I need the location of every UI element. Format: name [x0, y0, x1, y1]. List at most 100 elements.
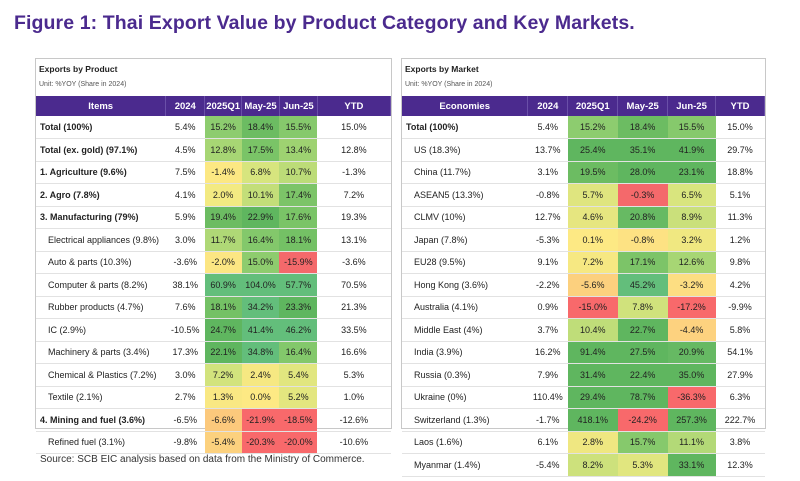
market-row: Japan (7.8%) -5.3% 0.1% -0.8% 3.2% 1.2%: [402, 228, 765, 252]
product-row-label: 1. Agriculture (9.6%): [36, 161, 166, 184]
product-value-may25: 34.8%: [241, 341, 280, 364]
market-value-2024: 3.1%: [527, 161, 568, 184]
market-row-label: Switzerland (1.3%): [402, 408, 528, 432]
figure-title: Figure 1: Thai Export Value by Product C…: [14, 12, 635, 34]
product-row-label: Total (ex. gold) (97.1%): [36, 138, 166, 162]
product-value-2025q1: -2.0%: [204, 251, 242, 274]
product-value-2025q1: 24.7%: [204, 318, 242, 342]
product-row-label: 3. Manufacturing (79%): [36, 206, 166, 229]
market-value-ytd: 5.1%: [715, 183, 765, 207]
product-value-2024: 5.9%: [165, 206, 205, 229]
product-value-ytd: 16.6%: [317, 341, 391, 364]
market-value-ytd: 12.3%: [715, 453, 765, 477]
product-value-2024: 3.0%: [165, 228, 205, 252]
market-row-label: Japan (7.8%): [402, 228, 528, 252]
product-value-2025q1: -1.4%: [204, 161, 242, 184]
product-value-jun25: 5.2%: [279, 386, 318, 409]
market-row-label: India (3.9%): [402, 341, 528, 364]
market-row: EU28 (9.5%) 9.1% 7.2% 17.1% 12.6% 9.8%: [402, 251, 765, 274]
market-value-2024: -5.3%: [527, 228, 568, 252]
header-ytd: YTD: [317, 96, 392, 116]
product-row-label: Rubber products (4.7%): [36, 296, 166, 319]
market-value-may25: 5.3%: [617, 453, 668, 477]
product-value-may25: 34.2%: [241, 296, 280, 319]
product-value-ytd: -3.6%: [317, 251, 391, 274]
product-value-ytd: 33.5%: [317, 318, 391, 342]
market-value-2024: 110.4%: [527, 386, 568, 409]
market-row: China (11.7%) 3.1% 19.5% 28.0% 23.1% 18.8%: [402, 161, 765, 184]
market-value-2025q1: 0.1%: [567, 228, 618, 252]
product-row-label: Computer & parts (8.2%): [36, 273, 166, 297]
product-value-2024: -10.5%: [165, 318, 205, 342]
product-value-ytd: 19.3%: [317, 206, 391, 229]
market-value-2024: 3.7%: [527, 318, 568, 342]
product-value-2025q1: 7.2%: [204, 363, 242, 387]
header-jun25: Jun-25: [667, 96, 717, 116]
product-value-2025q1: 11.7%: [204, 228, 242, 252]
market-value-2024: 12.7%: [527, 206, 568, 229]
product-row: Refined fuel (3.1%) -9.8% -5.4% -20.3% -20.0…: [36, 431, 391, 454]
product-value-2024: 3.0%: [165, 363, 205, 387]
product-value-jun25: 46.2%: [279, 318, 318, 342]
market-value-ytd: 54.1%: [715, 341, 765, 364]
product-row-label: Textile (2.1%): [36, 386, 166, 409]
product-value-ytd: 5.3%: [317, 363, 391, 387]
market-value-2024: 5.4%: [527, 116, 568, 139]
market-value-may25: -0.8%: [617, 228, 668, 252]
market-value-may25: 7.8%: [617, 296, 668, 319]
product-value-ytd: 7.2%: [317, 183, 391, 207]
product-value-ytd: 70.5%: [317, 273, 391, 297]
market-value-2025q1: 31.4%: [567, 363, 618, 387]
market-value-may25: 18.4%: [617, 116, 668, 139]
market-value-2025q1: 19.5%: [567, 161, 618, 184]
product-row-label: Machinery & parts (3.4%): [36, 341, 166, 364]
market-value-ytd: 9.8%: [715, 251, 765, 274]
product-value-jun25: 57.7%: [279, 273, 318, 297]
market-value-2025q1: 10.4%: [567, 318, 618, 342]
header-items: Items: [36, 96, 167, 116]
market-value-2024: -0.8%: [527, 183, 568, 207]
market-value-may25: 17.1%: [617, 251, 668, 274]
product-value-2024: 5.4%: [165, 116, 205, 139]
product-value-ytd: 13.1%: [317, 228, 391, 252]
market-value-ytd: 3.8%: [715, 431, 765, 454]
product-value-may25: 41.4%: [241, 318, 280, 342]
product-value-jun25: -18.5%: [279, 408, 318, 432]
market-row-label: US (18.3%): [402, 138, 528, 162]
product-value-ytd: 12.8%: [317, 138, 391, 162]
market-row-label: Total (100%): [402, 116, 528, 139]
product-row: 2. Agro (7.8%) 4.1% 2.0% 10.1% 17.4% 7.2%: [36, 183, 391, 207]
product-row: 1. Agriculture (9.6%) 7.5% -1.4% 6.8% 10.7% -…: [36, 161, 391, 184]
product-value-may25: 0.0%: [241, 386, 280, 409]
market-value-may25: 15.7%: [617, 431, 668, 454]
product-row-label: Auto & parts (10.3%): [36, 251, 166, 274]
market-row: Middle East (4%) 3.7% 10.4% 22.7% -4.4% 5.8%: [402, 318, 765, 342]
product-value-jun25: 18.1%: [279, 228, 318, 252]
product-value-ytd: -10.6%: [317, 431, 391, 454]
product-row: Rubber products (4.7%) 7.6% 18.1% 34.2% 23.3…: [36, 296, 391, 319]
market-value-2025q1: 418.1%: [567, 408, 618, 432]
product-value-jun25: 17.6%: [279, 206, 318, 229]
market-value-2025q1: 29.4%: [567, 386, 618, 409]
market-value-2024: 16.2%: [527, 341, 568, 364]
product-row: Electrical appliances (9.8%) 3.0% 11.7% 16.…: [36, 228, 391, 252]
product-value-jun25: 10.7%: [279, 161, 318, 184]
market-table: Economies 2024 2025Q1 May-25 Jun-25 YTD …: [402, 96, 765, 477]
header-2025q1: 2025Q1: [567, 96, 619, 116]
product-value-may25: 22.9%: [241, 206, 280, 229]
product-value-2024: 4.1%: [165, 183, 205, 207]
product-row: 4. Mining and fuel (3.6%) -6.5% -6.6% -21.9…: [36, 408, 391, 432]
product-value-2025q1: -5.4%: [204, 431, 242, 454]
market-value-2024: -5.4%: [527, 453, 568, 477]
market-row-label: EU28 (9.5%): [402, 251, 528, 274]
market-value-jun25: 35.0%: [667, 363, 716, 387]
product-value-may25: -20.3%: [241, 431, 280, 454]
product-panel: Exports by Product Unit: %YOY (Share in …: [35, 58, 392, 454]
market-row: Total (100%) 5.4% 15.2% 18.4% 15.5% 15.0%: [402, 116, 765, 139]
market-value-ytd: 222.7%: [715, 408, 765, 432]
market-value-2024: -2.2%: [527, 273, 568, 297]
product-value-2024: 2.7%: [165, 386, 205, 409]
product-row-label: 2. Agro (7.8%): [36, 183, 166, 207]
product-value-may25: 6.8%: [241, 161, 280, 184]
market-value-may25: -0.3%: [617, 183, 668, 207]
